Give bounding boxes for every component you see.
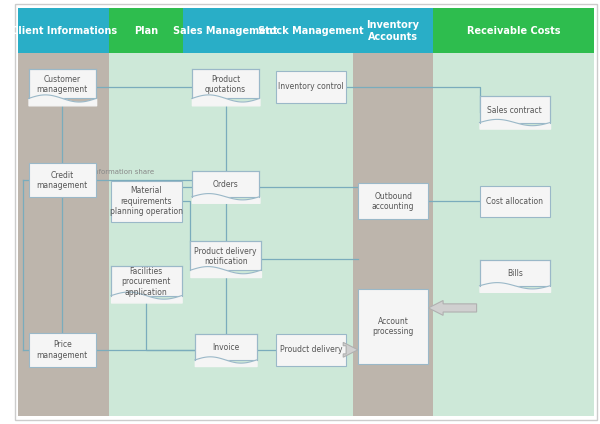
Text: Material
requirements
planning operation: Material requirements planning operation [110, 187, 183, 216]
FancyBboxPatch shape [18, 8, 109, 53]
FancyBboxPatch shape [479, 259, 550, 286]
FancyBboxPatch shape [111, 266, 182, 296]
FancyBboxPatch shape [353, 53, 433, 416]
Text: Information share: Information share [92, 169, 154, 175]
FancyBboxPatch shape [29, 333, 96, 367]
Text: Price
management: Price management [37, 340, 88, 360]
Text: Product
quotations: Product quotations [205, 75, 246, 95]
FancyBboxPatch shape [479, 97, 550, 123]
FancyBboxPatch shape [192, 170, 259, 197]
Polygon shape [428, 301, 476, 315]
Text: Facilities
procurement
application: Facilities procurement application [122, 267, 171, 297]
Text: Customer
management: Customer management [37, 75, 88, 95]
FancyBboxPatch shape [29, 163, 96, 197]
Text: Orders: Orders [213, 180, 239, 189]
FancyBboxPatch shape [111, 181, 182, 221]
Text: Sales contract: Sales contract [487, 106, 542, 115]
Text: Bills: Bills [507, 269, 523, 278]
FancyBboxPatch shape [18, 53, 109, 416]
Text: Cost allocation: Cost allocation [486, 197, 543, 206]
FancyBboxPatch shape [358, 183, 428, 220]
Text: Inventory
Accounts: Inventory Accounts [367, 20, 419, 42]
Polygon shape [343, 343, 358, 357]
FancyBboxPatch shape [29, 69, 96, 98]
FancyBboxPatch shape [358, 289, 428, 363]
Text: Outbound
accounting: Outbound accounting [372, 192, 415, 211]
FancyBboxPatch shape [433, 53, 594, 416]
Text: Inventory control: Inventory control [278, 82, 344, 92]
FancyBboxPatch shape [353, 8, 433, 53]
Text: Plan: Plan [134, 26, 158, 36]
FancyBboxPatch shape [268, 8, 353, 53]
Text: Account
processing: Account processing [373, 317, 414, 336]
FancyBboxPatch shape [183, 53, 268, 416]
FancyBboxPatch shape [109, 53, 183, 416]
Text: Product delivery
notification: Product delivery notification [194, 247, 257, 266]
FancyBboxPatch shape [109, 8, 183, 53]
Text: Sales Management: Sales Management [173, 26, 278, 36]
FancyBboxPatch shape [275, 334, 346, 365]
FancyBboxPatch shape [195, 334, 257, 360]
Text: Receivable Costs: Receivable Costs [467, 26, 560, 36]
FancyBboxPatch shape [16, 4, 597, 420]
FancyBboxPatch shape [275, 71, 346, 103]
FancyBboxPatch shape [433, 8, 594, 53]
Text: Stock Management: Stock Management [258, 26, 364, 36]
Text: Client Informations: Client Informations [11, 26, 117, 36]
FancyBboxPatch shape [192, 69, 259, 98]
FancyBboxPatch shape [183, 8, 268, 53]
FancyBboxPatch shape [268, 53, 353, 416]
FancyBboxPatch shape [479, 186, 550, 217]
Text: Credit
management: Credit management [37, 170, 88, 190]
FancyBboxPatch shape [190, 241, 261, 270]
Text: Invoice: Invoice [212, 343, 239, 352]
Text: Proudct delivery: Proudct delivery [280, 345, 342, 354]
